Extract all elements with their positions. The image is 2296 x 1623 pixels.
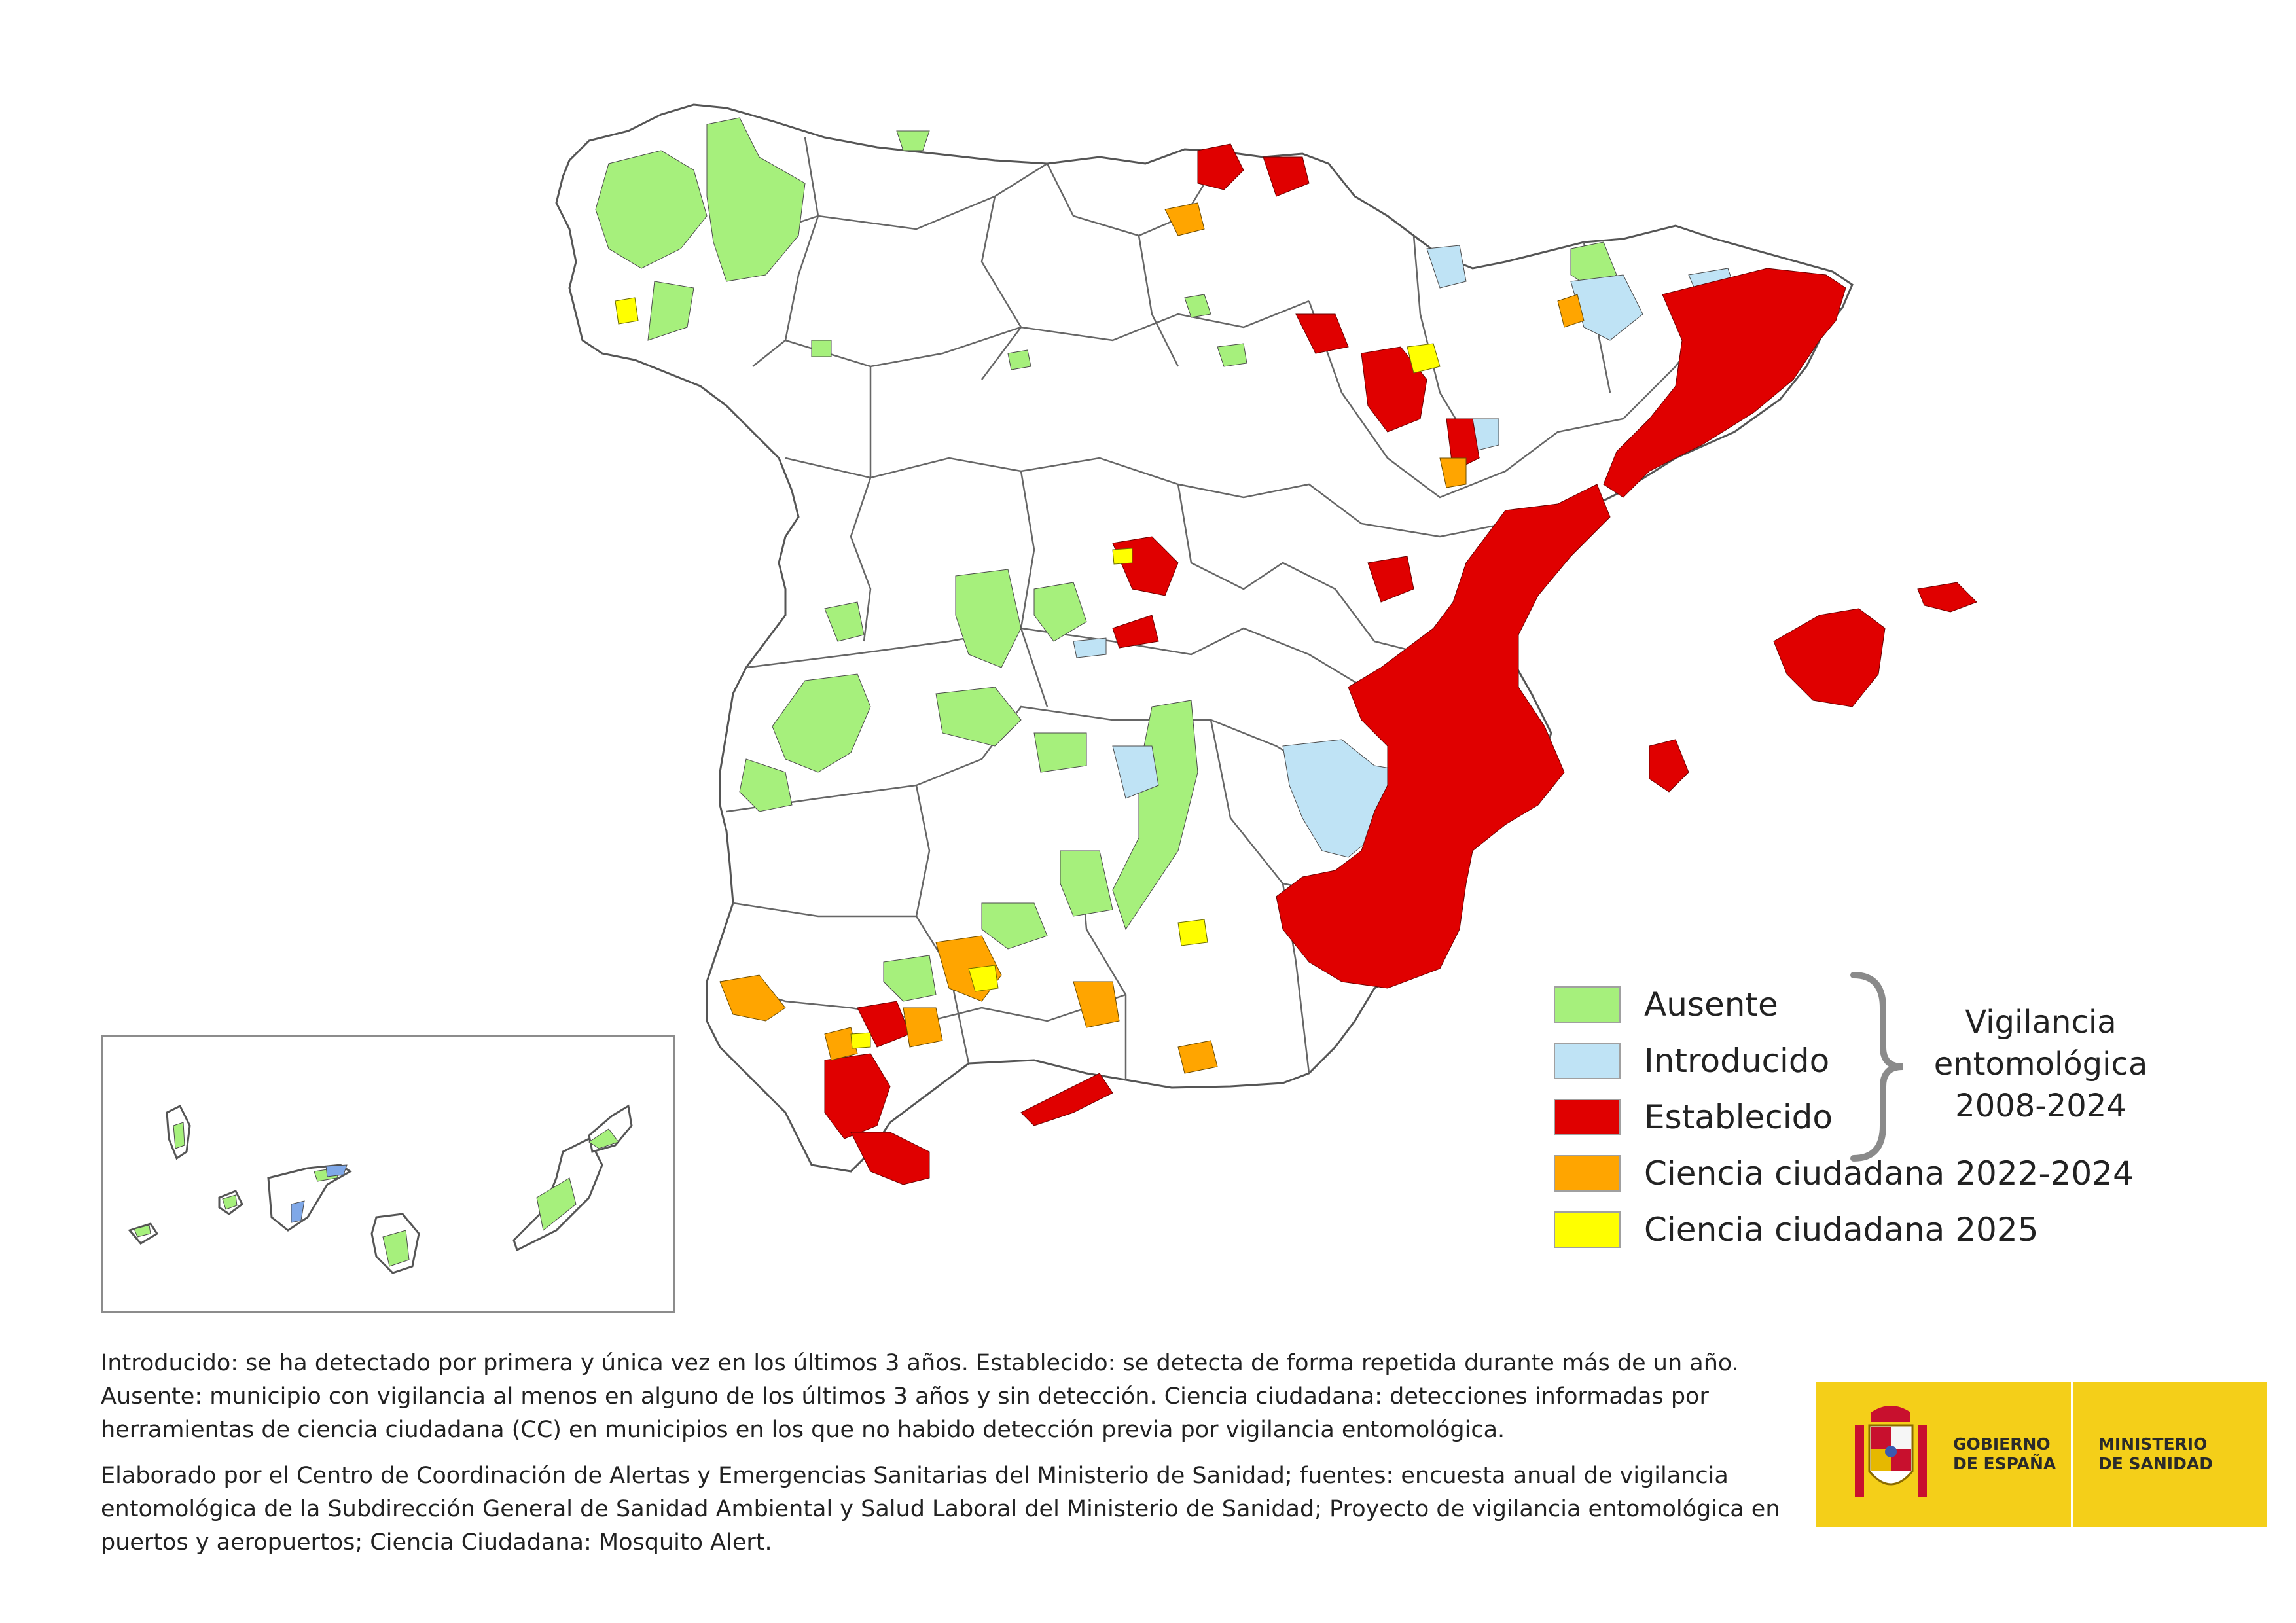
legend-item-cc-2025: Ciencia ciudadana 2025 bbox=[1554, 1210, 2038, 1249]
mallorca bbox=[1773, 608, 1886, 707]
ministerio-line: MINISTERIO bbox=[2098, 1435, 2208, 1454]
canary-islands-frame bbox=[101, 1035, 675, 1313]
mainland-spain-outline bbox=[555, 103, 1854, 1173]
legend-label: Ciencia ciudadana 2025 bbox=[1644, 1211, 2039, 1249]
legend-group-label: Vigilancia entomológica 2008-2024 bbox=[1910, 1001, 2172, 1127]
legend-swatch-cc-2025 bbox=[1554, 1211, 1621, 1248]
canary-islands-introducido bbox=[291, 1164, 348, 1223]
tenerife bbox=[267, 1164, 352, 1232]
cc-2025-regions bbox=[615, 297, 1441, 1049]
legend-brace bbox=[1850, 972, 1903, 1162]
ausente-regions bbox=[595, 117, 1617, 1002]
spain-map bbox=[128, 103, 1977, 1274]
ministerio-text: MINISTERIO DE SANIDAD bbox=[2098, 1435, 2213, 1474]
legend-label: Ausente bbox=[1644, 986, 1778, 1024]
group-label-line: entomológica bbox=[1933, 1046, 2148, 1082]
legend-swatch-ausente bbox=[1554, 986, 1621, 1023]
canary-islands-ausente bbox=[134, 1122, 619, 1267]
legend-label: Introducido bbox=[1644, 1042, 1830, 1080]
coat-of-arms-icon bbox=[1855, 1406, 1927, 1497]
catalonia-region bbox=[1603, 268, 1846, 498]
gobierno-text: GOBIERNO DE ESPAÑA bbox=[1953, 1435, 2056, 1474]
legend-swatch-introducido bbox=[1554, 1043, 1621, 1079]
legend-item-cc-2022-2024: Ciencia ciudadana 2022-2024 bbox=[1554, 1154, 2134, 1193]
legend-label: Establecido bbox=[1644, 1098, 1833, 1136]
legend-item-establecido: Establecido bbox=[1554, 1097, 1833, 1137]
establecido-regions bbox=[824, 143, 1977, 1185]
definitions-note: Introducido: se ha detectado por primera… bbox=[101, 1350, 1739, 1443]
group-label-line: 2008-2024 bbox=[1955, 1088, 2126, 1124]
gobierno-line: DE ESPAÑA bbox=[1953, 1454, 2056, 1473]
group-label-line: Vigilancia bbox=[1965, 1004, 2117, 1041]
legend-label: Ciencia ciudadana 2022-2024 bbox=[1644, 1154, 2134, 1192]
menorca bbox=[1917, 582, 1977, 613]
legend-swatch-cc-2022-2024 bbox=[1554, 1155, 1621, 1192]
government-logo: GOBIERNO DE ESPAÑA MINISTERIO DE SANIDAD bbox=[1816, 1382, 2267, 1527]
gobierno-line: GOBIERNO bbox=[1953, 1435, 2051, 1454]
legend-item-ausente: Ausente bbox=[1554, 985, 1778, 1024]
legend: Ausente Introducido Establecido Ciencia … bbox=[1554, 985, 2143, 1260]
sources-note: Elaborado por el Centro de Coordinación … bbox=[101, 1463, 1780, 1556]
legend-item-introducido: Introducido bbox=[1554, 1041, 1829, 1080]
logo-divider bbox=[2071, 1382, 2073, 1527]
introducido-regions bbox=[1073, 245, 1742, 858]
valencia-murcia-region bbox=[1276, 484, 1611, 989]
ibiza bbox=[1649, 739, 1689, 793]
legend-swatch-establecido bbox=[1554, 1099, 1621, 1135]
ministerio-line: DE SANIDAD bbox=[2098, 1454, 2213, 1473]
